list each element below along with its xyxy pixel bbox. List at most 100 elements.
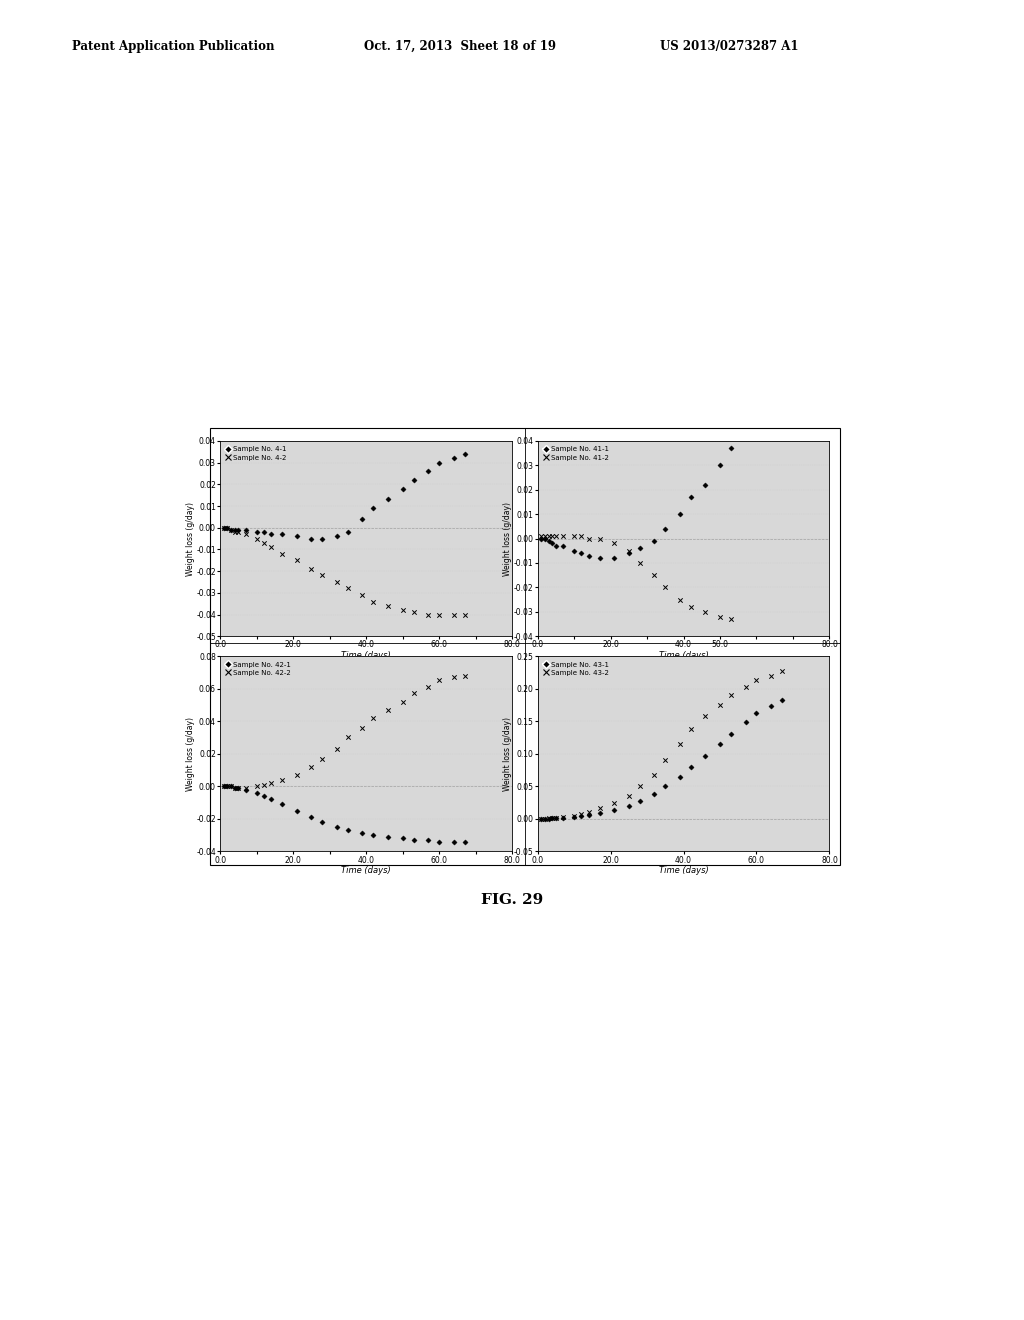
Point bbox=[683, 487, 699, 508]
Point bbox=[406, 682, 422, 704]
Point bbox=[548, 807, 564, 828]
Point bbox=[606, 792, 623, 813]
Point bbox=[274, 770, 291, 791]
Point bbox=[340, 820, 356, 841]
Point bbox=[606, 548, 623, 569]
Point bbox=[303, 558, 319, 579]
Point bbox=[256, 532, 272, 553]
Point bbox=[263, 537, 280, 558]
Point bbox=[420, 829, 436, 850]
Point bbox=[249, 776, 265, 797]
Point bbox=[555, 525, 571, 546]
Point bbox=[394, 478, 411, 499]
Point bbox=[249, 521, 265, 543]
Point bbox=[621, 795, 637, 816]
Point bbox=[657, 750, 674, 771]
Point bbox=[592, 548, 608, 569]
Point bbox=[573, 543, 590, 564]
Point bbox=[354, 822, 371, 843]
Point bbox=[219, 517, 236, 539]
Point bbox=[263, 524, 280, 545]
Point bbox=[712, 694, 728, 715]
Point bbox=[697, 601, 714, 622]
Point bbox=[606, 533, 623, 554]
Point bbox=[238, 519, 254, 540]
Point bbox=[541, 525, 557, 546]
X-axis label: Time (days): Time (days) bbox=[341, 866, 391, 875]
Point bbox=[226, 777, 243, 799]
Point bbox=[380, 595, 396, 616]
Point bbox=[697, 744, 714, 766]
Point bbox=[697, 705, 714, 726]
Point bbox=[544, 808, 560, 829]
Point bbox=[457, 605, 473, 626]
Point bbox=[749, 702, 765, 723]
Point bbox=[534, 808, 550, 829]
Point bbox=[606, 800, 623, 821]
Point bbox=[445, 667, 462, 688]
Point bbox=[657, 577, 674, 598]
Point bbox=[544, 525, 560, 546]
Point bbox=[303, 756, 319, 777]
Point bbox=[366, 825, 382, 846]
Point bbox=[219, 776, 236, 797]
Point bbox=[548, 536, 564, 557]
Point bbox=[223, 776, 240, 797]
Point bbox=[445, 832, 462, 853]
Point bbox=[216, 776, 232, 797]
Point bbox=[303, 528, 319, 549]
Point bbox=[763, 696, 779, 717]
Point bbox=[632, 552, 648, 573]
Point bbox=[621, 785, 637, 807]
Point bbox=[534, 525, 550, 546]
Point bbox=[238, 777, 254, 799]
Point bbox=[394, 828, 411, 849]
Point bbox=[420, 605, 436, 626]
Point bbox=[216, 517, 232, 539]
Point bbox=[354, 717, 371, 738]
Point bbox=[340, 727, 356, 748]
Point bbox=[420, 676, 436, 697]
Point bbox=[566, 540, 583, 561]
Point bbox=[555, 536, 571, 557]
Point bbox=[289, 525, 305, 546]
Text: US 2013/0273287 A1: US 2013/0273287 A1 bbox=[660, 40, 799, 53]
Point bbox=[329, 738, 345, 759]
Point bbox=[537, 525, 553, 546]
Point bbox=[581, 545, 597, 566]
Point bbox=[366, 708, 382, 729]
Point bbox=[230, 777, 247, 799]
Point bbox=[544, 533, 560, 554]
Point bbox=[763, 665, 779, 686]
Point bbox=[646, 531, 663, 552]
Point bbox=[420, 461, 436, 482]
Point bbox=[223, 519, 240, 540]
Y-axis label: Weight loss (g/day): Weight loss (g/day) bbox=[503, 717, 512, 791]
Point bbox=[329, 525, 345, 546]
Point bbox=[683, 597, 699, 618]
Point bbox=[431, 605, 447, 626]
Point bbox=[406, 829, 422, 850]
Point bbox=[566, 525, 583, 546]
Point bbox=[238, 524, 254, 545]
Point bbox=[672, 766, 688, 787]
Point bbox=[431, 669, 447, 692]
Y-axis label: Weight loss (g/day): Weight loss (g/day) bbox=[185, 502, 195, 576]
Legend: Sample No. 42-1, Sample No. 42-2: Sample No. 42-1, Sample No. 42-2 bbox=[223, 660, 293, 677]
Point bbox=[672, 589, 688, 610]
Point bbox=[537, 808, 553, 829]
Point bbox=[621, 543, 637, 564]
Point bbox=[380, 488, 396, 510]
Point bbox=[230, 519, 247, 540]
Legend: Sample No. 4-1, Sample No. 4-2: Sample No. 4-1, Sample No. 4-2 bbox=[223, 445, 289, 462]
Text: FIG. 29: FIG. 29 bbox=[481, 894, 543, 907]
Point bbox=[216, 776, 232, 797]
Point bbox=[238, 779, 254, 800]
Point bbox=[697, 474, 714, 495]
Point bbox=[555, 807, 571, 828]
Point bbox=[219, 776, 236, 797]
Point bbox=[226, 777, 243, 799]
Point bbox=[289, 764, 305, 785]
Point bbox=[774, 689, 791, 710]
Text: Patent Application Publication: Patent Application Publication bbox=[72, 40, 274, 53]
